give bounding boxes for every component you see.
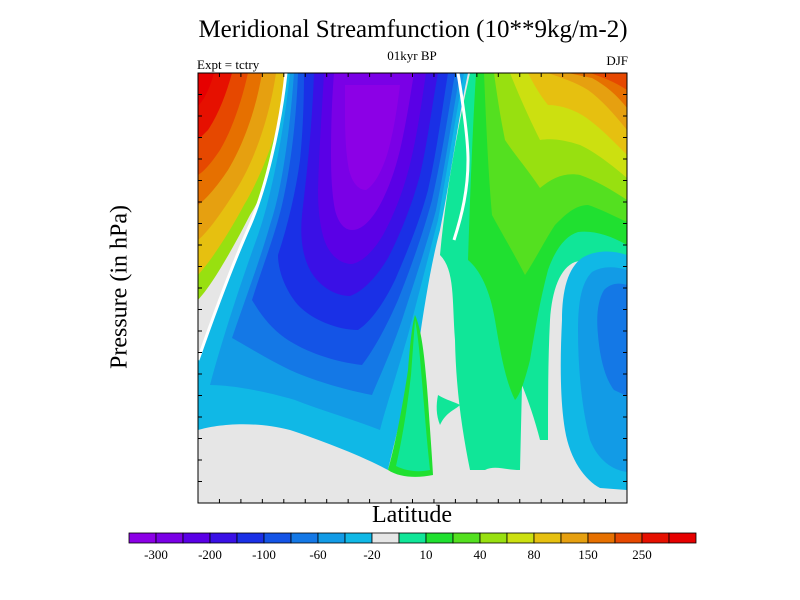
colorbar-swatch: [668, 532, 697, 544]
colorbar-swatch: [614, 532, 643, 544]
colorbar-swatch: [533, 532, 562, 544]
colorbar-swatch: [209, 532, 238, 544]
equator-blob-edge: [396, 320, 430, 472]
colorbar-tick-label: 10: [419, 547, 433, 562]
colorbar-tick-label: 150: [578, 547, 598, 562]
colorbar-tick-label: -300: [144, 547, 168, 562]
small-blob: [436, 395, 460, 425]
colorbar-swatch: [263, 532, 292, 544]
zero-contour-south: [198, 73, 288, 361]
south-cell-core: [198, 73, 214, 106]
colorbar-swatch: [128, 532, 157, 544]
colorbar-swatch: [290, 532, 319, 544]
season-label: DJF: [606, 53, 628, 68]
colorbar-swatch: [587, 532, 616, 544]
colorbar-tick-label: -20: [363, 547, 381, 562]
north-band-8: [568, 73, 627, 108]
colorbar-swatch: [641, 532, 670, 544]
y-axis-label: Pressure (in hPa): [106, 205, 133, 369]
colorbar-swatch: [398, 532, 427, 544]
colorbar-tick-label: -60: [309, 547, 327, 562]
period-label: 01kyr BP: [387, 48, 437, 63]
colorbar-swatch: [425, 532, 454, 544]
colorbar-tick-label: 40: [473, 547, 487, 562]
colorbar-swatch: [344, 532, 373, 544]
experiment-label: Expt = tctry: [197, 57, 260, 72]
colorbar-swatch: [371, 532, 400, 544]
colorbar-swatch: [236, 532, 265, 544]
colorbar-swatch: [452, 532, 481, 544]
colorbar-tick-label: -100: [252, 547, 276, 562]
colorbar-swatch: [560, 532, 589, 544]
colorbar-tick-label: 80: [527, 547, 541, 562]
colorbar-swatch: [317, 532, 346, 544]
colorbar: [128, 532, 697, 544]
x-axis-label: Latitude: [372, 502, 452, 528]
contour-field: [198, 73, 627, 503]
zero-contour-north: [452, 73, 470, 241]
axis-ticks: [197, 72, 628, 504]
north-neg-band-3: [597, 283, 627, 396]
north-band-9: [590, 73, 627, 90]
colorbar-tick-label: -200: [198, 547, 222, 562]
colorbar-swatch: [479, 532, 508, 544]
colorbar-swatch: [506, 532, 535, 544]
colorbar-swatch: [155, 532, 184, 544]
neg-cell-core: [345, 85, 400, 190]
colorbar-swatch: [182, 532, 211, 544]
chart-title: Meridional Streamfunction (10**9kg/m-2): [198, 16, 628, 43]
colorbar-tick-label: 250: [632, 547, 652, 562]
